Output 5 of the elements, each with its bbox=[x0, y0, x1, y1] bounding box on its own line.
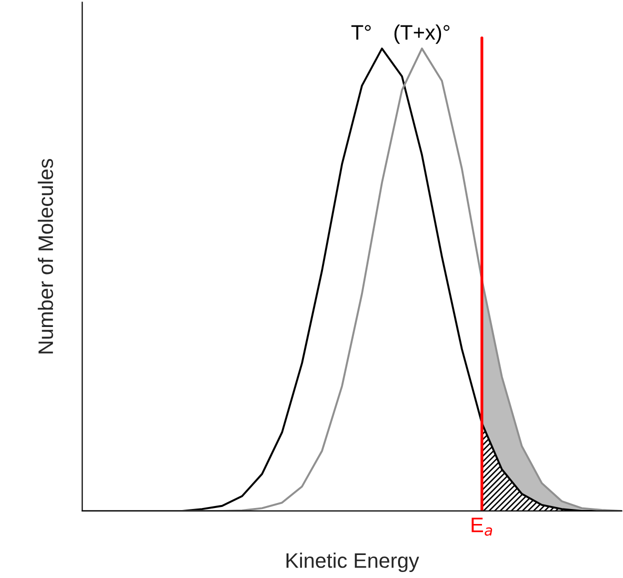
text: E$_{a}$ bbox=[472, 518, 492, 536]
series-label: (T+x)° bbox=[394, 24, 450, 44]
y-axis-title: Number of Molecules bbox=[38, 158, 54, 354]
x-axis-title: Kinetic Energy bbox=[286, 552, 420, 572]
series-label: T° bbox=[351, 25, 371, 40]
